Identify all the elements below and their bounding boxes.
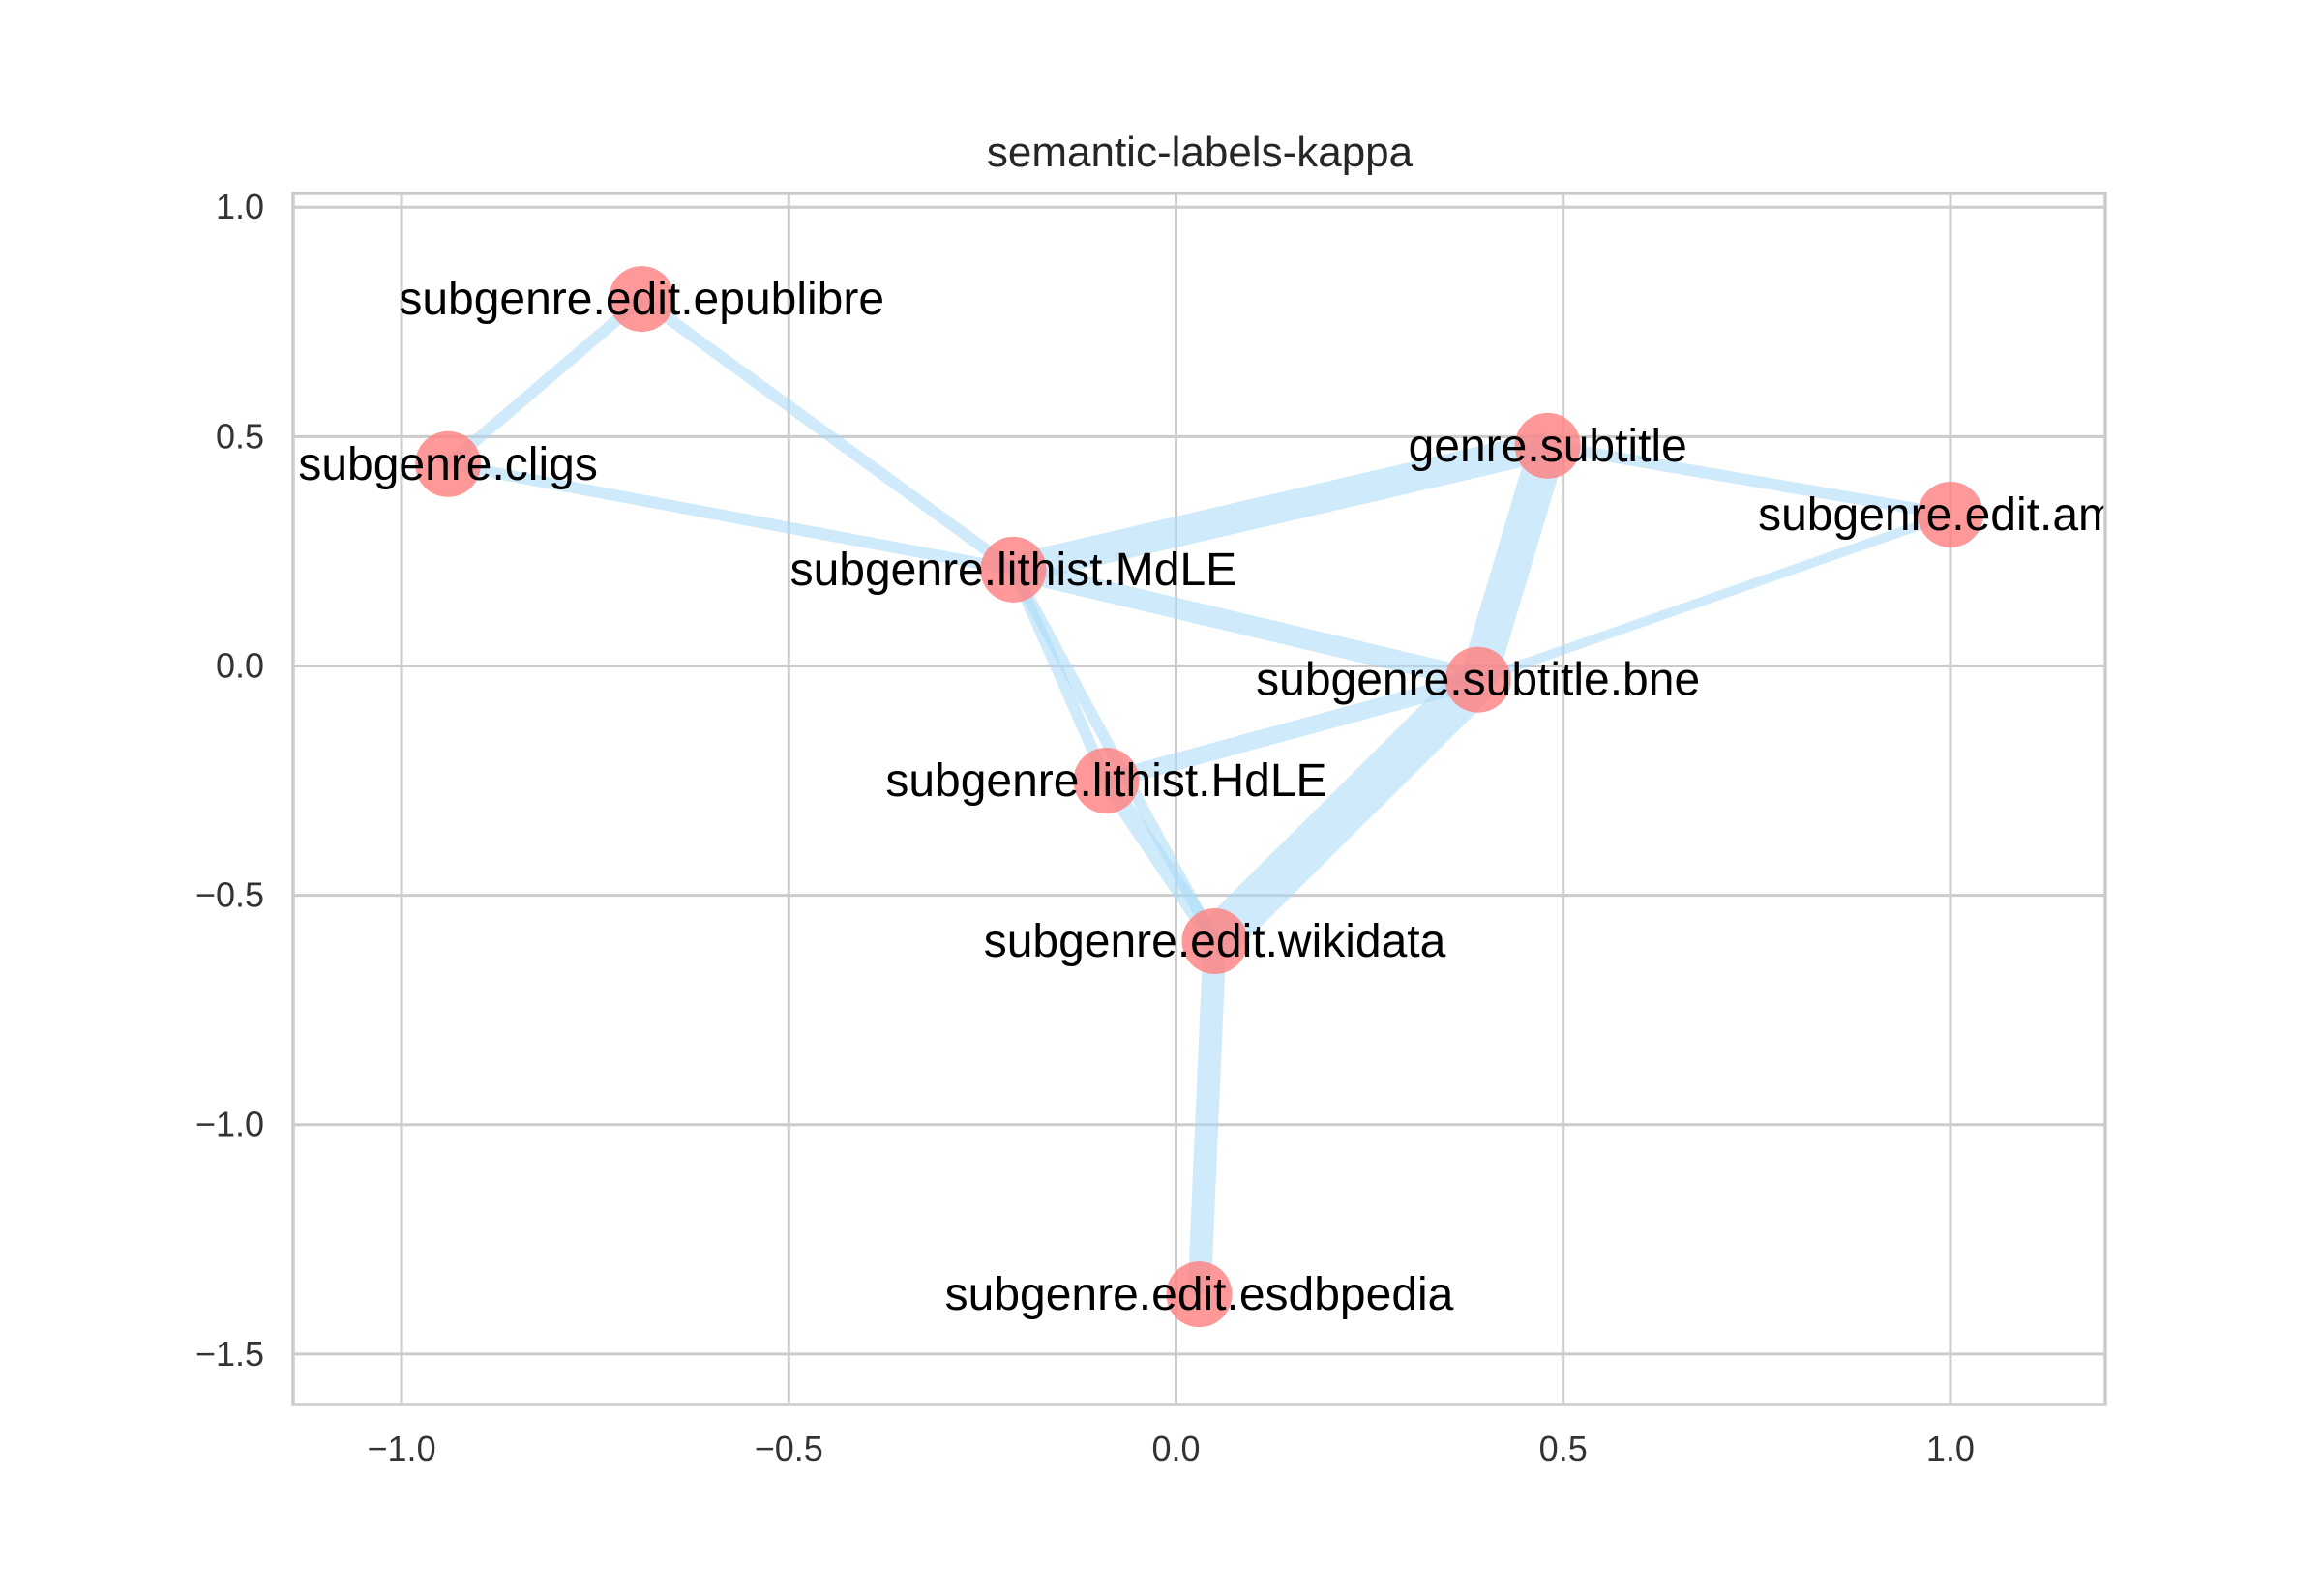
- y-tick-label: 0.0: [216, 645, 264, 685]
- plot-area: subgenre.edit.epublibre subgenre.cligs gen…: [298, 266, 2143, 1328]
- node-label-wikidata: subgenre.edit.wikidata: [984, 916, 1446, 967]
- edge-genre_subtitle-ama: [1546, 439, 1951, 520]
- edge-genre_subtitle-bne: [1460, 440, 1566, 686]
- node-label-genre_subtitle: genre.subtitle: [1409, 421, 1687, 472]
- grid-lines: [293, 193, 2105, 1404]
- edge-epublibre-cligs: [444, 294, 646, 469]
- node-hdle: [1073, 748, 1140, 814]
- x-tick-label: 1.0: [1926, 1429, 1975, 1468]
- edge-mdle-bne: [1010, 559, 1481, 691]
- x-tick-label: −1.0: [368, 1429, 436, 1468]
- node-genre_subtitle: [1514, 412, 1581, 479]
- plot-frame: [291, 192, 2107, 1406]
- y-tick-label: −0.5: [195, 875, 264, 915]
- node-label-hdle: subgenre.lithist.HdLE: [885, 755, 1326, 807]
- node-mdle: [980, 536, 1047, 603]
- y-axis-ticks: 1.0 0.5 0.0 −0.5 −1.0 −1.5: [195, 187, 264, 1374]
- node-label-ama: subgenre.edit.ama: [1758, 489, 2143, 541]
- edge-bne-wikidata: [1199, 664, 1494, 958]
- node-cligs: [415, 430, 482, 497]
- node-esdbpedia: [1166, 1261, 1233, 1328]
- edge-cligs-mdle: [446, 458, 1015, 576]
- edge-bne-hdle: [1104, 671, 1481, 789]
- x-tick-label: 0.0: [1151, 1429, 1200, 1468]
- chart-title: semantic-labels-kappa: [987, 129, 1414, 176]
- edge-epublibre-mdle: [638, 294, 1017, 575]
- node-label-epublibre: subgenre.edit.epublibre: [399, 274, 884, 325]
- y-tick-label: 1.0: [216, 187, 264, 226]
- node-ama: [1917, 481, 1983, 547]
- node-bne: [1444, 646, 1511, 713]
- node-wikidata: [1181, 908, 1248, 975]
- y-tick-label: 0.5: [216, 416, 264, 456]
- edge-ama-bne: [1476, 510, 1952, 685]
- edge-mdle-genre_subtitle: [1009, 430, 1552, 585]
- node-labels: subgenre.edit.epublibre subgenre.cligs gen…: [298, 274, 2143, 1320]
- node-epublibre: [609, 266, 675, 333]
- x-axis-ticks: −1.0 −0.5 0.0 0.5 1.0: [368, 1429, 1975, 1468]
- node-label-bne: subgenre.subtitle.bne: [1256, 655, 1700, 706]
- node-label-esdbpedia: subgenre.edit.esdbpedia: [945, 1269, 1454, 1320]
- node-label-mdle: subgenre.lithist.MdLE: [790, 545, 1237, 596]
- y-tick-label: −1.5: [195, 1334, 264, 1374]
- node-label-cligs: subgenre.cligs: [298, 439, 598, 490]
- edge-wikidata-esdbpedia: [1187, 940, 1227, 1295]
- nodes: [415, 266, 1983, 1328]
- x-tick-label: −0.5: [755, 1429, 823, 1468]
- y-tick-label: −1.0: [195, 1105, 264, 1144]
- x-tick-label: 0.5: [1539, 1429, 1588, 1468]
